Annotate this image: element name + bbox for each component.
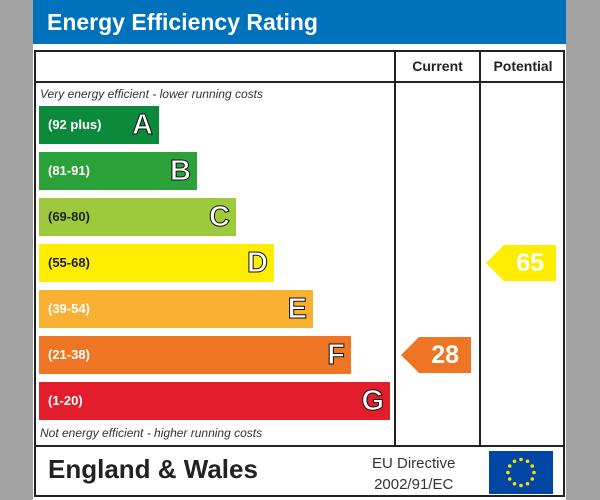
band-E: (39-54) E: [39, 290, 313, 328]
band-range: (81-91): [48, 163, 90, 178]
star-icon: [512, 481, 517, 486]
star-icon: [519, 483, 523, 488]
eu-flag-icon: [489, 451, 553, 494]
column-header-potential: Potential: [493, 58, 553, 74]
band-letter: E: [287, 293, 307, 326]
star-icon: [525, 459, 530, 464]
band-range: (39-54): [48, 301, 90, 316]
band-F: (21-38) F: [39, 336, 351, 374]
band-D: (55-68) D: [39, 244, 274, 282]
band-G: (1-20) G: [39, 382, 390, 420]
band-range: (92 plus): [48, 117, 102, 132]
divider: [34, 81, 565, 83]
band-range: (69-80): [48, 209, 90, 224]
band-range: (21-38): [48, 347, 90, 362]
divider: [479, 50, 481, 447]
band-range: (55-68): [48, 255, 90, 270]
bottom-note: Not energy efficient - higher running co…: [40, 426, 263, 440]
column-header-current: Current: [412, 58, 463, 74]
band-letter: A: [132, 109, 154, 142]
region-label: England & Wales: [48, 454, 258, 484]
star-icon: [530, 477, 535, 481]
divider: [34, 445, 565, 447]
top-note: Very energy efficient - lower running co…: [40, 87, 263, 101]
band-B: (81-91) B: [39, 152, 197, 190]
band-A: (92 plus) A: [39, 106, 159, 144]
band-letter: C: [209, 201, 231, 234]
band-letter: G: [361, 385, 385, 418]
eu-directive: EU Directive 2002/91/EC: [372, 453, 455, 495]
band-range: (1-20): [48, 393, 83, 408]
star-icon: [506, 470, 510, 475]
band-letter: F: [327, 339, 346, 372]
band-letter: D: [247, 247, 269, 280]
star-icon: [512, 459, 517, 464]
potential-rating-arrow: 65: [486, 245, 556, 281]
star-icon: [507, 477, 512, 481]
band-C: (69-80) C: [39, 198, 236, 236]
star-icon: [519, 457, 523, 462]
directive-line2: 2002/91/EC: [374, 476, 454, 493]
directive-line1: EU Directive: [372, 455, 456, 472]
star-icon: [532, 470, 536, 475]
star-icon: [507, 464, 512, 468]
chart-title: Energy Efficiency Rating: [33, 0, 566, 44]
star-icon: [525, 481, 530, 486]
band-letter: B: [170, 155, 192, 188]
star-icon: [530, 464, 535, 468]
rating-table: [34, 50, 565, 497]
divider: [394, 50, 396, 447]
